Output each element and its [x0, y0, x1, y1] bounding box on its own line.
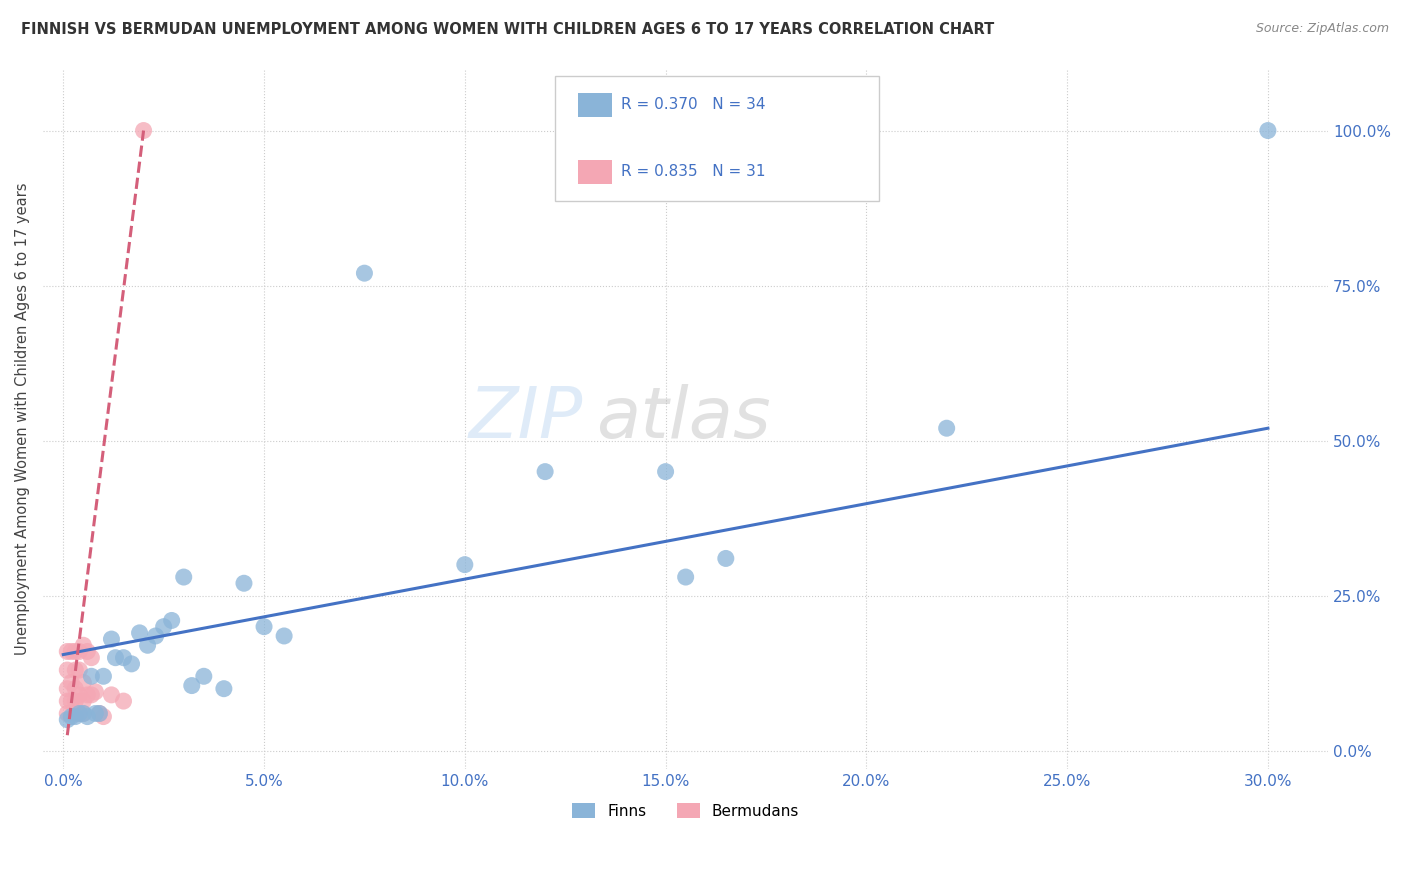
Point [60, 644, 83, 658]
Point [72, 694, 94, 708]
Point [72, 675, 94, 690]
Point [67, 688, 90, 702]
Point [56, 706, 79, 721]
Point [145, 629, 167, 643]
Point [89, 706, 111, 721]
Text: R = 0.835   N = 31: R = 0.835 N = 31 [621, 164, 766, 178]
Text: R = 0.370   N = 34: R = 0.370 N = 34 [621, 97, 766, 112]
Point [65, 709, 87, 723]
Point [121, 657, 143, 671]
Point [233, 576, 256, 591]
Point [534, 465, 557, 479]
Point [93, 709, 115, 723]
Point [273, 629, 295, 643]
Point [65, 644, 87, 658]
Point [935, 421, 957, 435]
Text: ZIP: ZIP [468, 384, 583, 453]
Text: atlas: atlas [596, 384, 770, 453]
Point [60, 694, 83, 708]
Point [84, 706, 107, 721]
Point [65, 681, 87, 696]
Point [67, 706, 90, 721]
Point [56, 644, 79, 658]
Point [100, 688, 122, 702]
Point [112, 694, 135, 708]
Point [80, 650, 103, 665]
Point [714, 551, 737, 566]
Point [56, 713, 79, 727]
Point [72, 706, 94, 721]
Point [112, 650, 135, 665]
Y-axis label: Unemployment Among Women with Children Ages 6 to 17 years: Unemployment Among Women with Children A… [15, 183, 30, 655]
Point [152, 620, 174, 634]
Point [76, 709, 98, 723]
Point [65, 694, 87, 708]
Point [56, 694, 79, 708]
Point [454, 558, 477, 572]
Point [72, 706, 94, 721]
Point [72, 638, 94, 652]
Point [65, 663, 87, 677]
Point [56, 681, 79, 696]
Point [76, 644, 98, 658]
Point [67, 663, 90, 677]
Point [128, 625, 150, 640]
Point [1257, 123, 1279, 137]
Point [173, 570, 195, 584]
Point [80, 688, 103, 702]
Point [56, 663, 79, 677]
Point [675, 570, 697, 584]
Point [193, 669, 215, 683]
Point [60, 675, 83, 690]
Point [76, 688, 98, 702]
Point [132, 123, 155, 137]
Point [65, 706, 87, 721]
Point [180, 679, 202, 693]
Legend: Finns, Bermudans: Finns, Bermudans [565, 797, 806, 825]
Point [160, 614, 183, 628]
Point [654, 465, 676, 479]
Point [67, 706, 90, 721]
Point [93, 669, 115, 683]
Point [136, 638, 159, 652]
Point [100, 632, 122, 646]
Point [212, 681, 235, 696]
Point [253, 620, 276, 634]
Text: FINNISH VS BERMUDAN UNEMPLOYMENT AMONG WOMEN WITH CHILDREN AGES 6 TO 17 YEARS CO: FINNISH VS BERMUDAN UNEMPLOYMENT AMONG W… [21, 22, 994, 37]
Text: Source: ZipAtlas.com: Source: ZipAtlas.com [1256, 22, 1389, 36]
Point [89, 706, 111, 721]
Point [67, 644, 90, 658]
Point [84, 685, 107, 699]
Point [104, 650, 127, 665]
Point [353, 266, 375, 280]
Point [60, 709, 83, 723]
Point [80, 669, 103, 683]
